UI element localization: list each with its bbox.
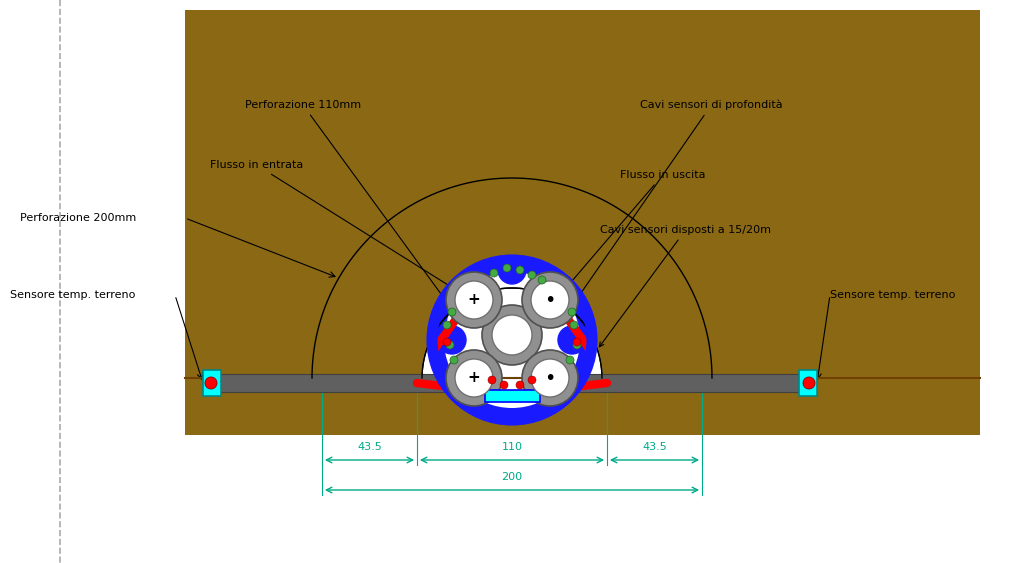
Text: Sensore temp. terreno: Sensore temp. terreno xyxy=(10,290,135,300)
Bar xyxy=(185,10,980,435)
Circle shape xyxy=(446,272,502,328)
Circle shape xyxy=(503,264,512,272)
Circle shape xyxy=(455,281,493,319)
Text: +: + xyxy=(468,370,481,386)
Circle shape xyxy=(443,321,451,329)
Circle shape xyxy=(500,381,508,389)
Circle shape xyxy=(492,315,532,355)
Circle shape xyxy=(446,341,454,349)
Circle shape xyxy=(438,326,466,354)
Bar xyxy=(572,374,815,392)
Text: 200: 200 xyxy=(501,472,523,482)
Bar xyxy=(799,370,817,396)
Circle shape xyxy=(573,341,581,349)
Circle shape xyxy=(568,308,576,316)
Circle shape xyxy=(455,359,493,397)
Text: Cavi sensori di profondità: Cavi sensori di profondità xyxy=(572,100,783,306)
Circle shape xyxy=(448,308,456,316)
Polygon shape xyxy=(422,288,602,378)
Text: Perforazione 200mm: Perforazione 200mm xyxy=(20,213,136,223)
Bar xyxy=(203,370,221,396)
Circle shape xyxy=(490,269,498,277)
Circle shape xyxy=(558,326,586,354)
Text: Sensore temp. terreno: Sensore temp. terreno xyxy=(830,290,955,300)
Circle shape xyxy=(566,356,574,364)
Circle shape xyxy=(432,260,592,420)
Circle shape xyxy=(443,338,451,346)
Bar xyxy=(485,390,540,402)
Circle shape xyxy=(488,376,496,384)
Text: Cavi sensori disposti a 15/20m: Cavi sensori disposti a 15/20m xyxy=(599,225,771,347)
Circle shape xyxy=(570,321,578,329)
Circle shape xyxy=(450,356,458,364)
Bar xyxy=(205,374,452,392)
Circle shape xyxy=(538,276,546,284)
Circle shape xyxy=(531,359,569,397)
Circle shape xyxy=(531,281,569,319)
Circle shape xyxy=(446,350,502,406)
Circle shape xyxy=(528,376,536,384)
Circle shape xyxy=(528,271,536,279)
Text: Flusso in entrata: Flusso in entrata xyxy=(210,160,460,293)
Text: Perforazione 110mm: Perforazione 110mm xyxy=(244,100,450,306)
Circle shape xyxy=(205,377,217,389)
Circle shape xyxy=(498,256,526,284)
Circle shape xyxy=(573,338,581,346)
Circle shape xyxy=(522,272,578,328)
Circle shape xyxy=(482,305,542,365)
Circle shape xyxy=(516,266,524,274)
Circle shape xyxy=(522,350,578,406)
Circle shape xyxy=(444,272,580,408)
Text: +: + xyxy=(468,293,481,307)
Text: 110: 110 xyxy=(501,442,523,452)
Text: •: • xyxy=(544,292,555,311)
Circle shape xyxy=(516,381,524,389)
Circle shape xyxy=(803,377,815,389)
Text: •: • xyxy=(544,369,555,388)
Text: Flusso in uscita: Flusso in uscita xyxy=(563,170,706,292)
Text: 43.5: 43.5 xyxy=(642,442,667,452)
Text: 43.5: 43.5 xyxy=(357,442,382,452)
